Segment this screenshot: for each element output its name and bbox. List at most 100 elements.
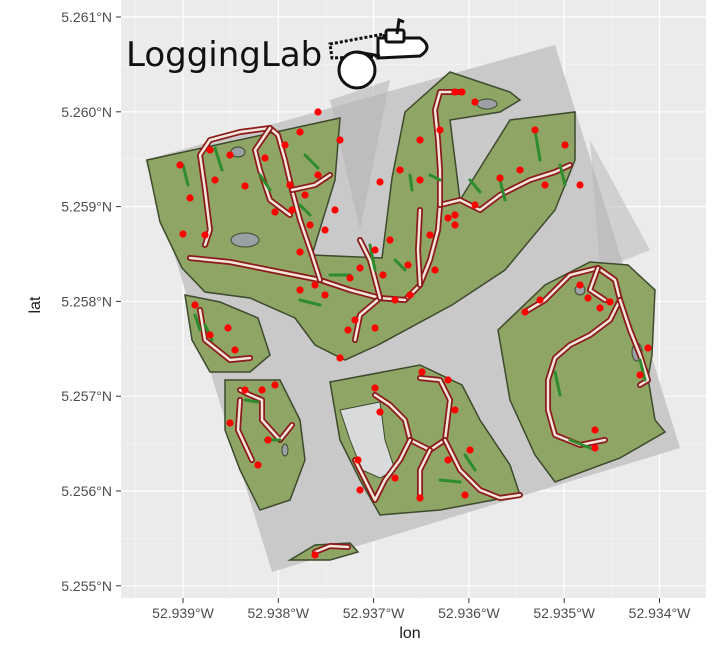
secondary-trail [181,163,190,187]
secondary-trail [408,173,414,192]
tree-marker [224,324,232,332]
tree-marker [426,231,434,239]
tree-marker [314,171,322,179]
tree-marker [536,296,544,304]
tree-marker [311,551,319,559]
tree-marker [451,211,459,219]
x-tick-label: 52.936°W [438,605,500,621]
tree-marker [396,166,404,174]
tree-marker [444,214,452,222]
tree-marker [356,486,364,494]
water-pond [230,232,260,248]
tree-marker [444,456,452,464]
tree-marker [591,426,599,434]
secondary-trail [498,178,507,202]
terrain-shade [590,140,650,270]
tree-marker [591,444,599,452]
tree-marker [431,266,439,274]
tree-marker [321,291,329,299]
tree-marker [404,261,412,269]
tree-marker [451,88,459,96]
forest-units [146,71,667,561]
tree-marker [451,221,459,229]
tree-marker [281,141,289,149]
tree-marker [271,381,279,389]
secondary-trail [468,178,482,194]
skid-trail-inner [416,208,422,287]
secondary-trail [558,163,567,187]
tree-marker [311,281,319,289]
secondary-trail [393,258,407,272]
tree-marker [406,291,414,299]
water-pond [281,443,289,457]
tree-marker [451,406,459,414]
tree-marker [471,201,479,209]
tree-marker [254,461,262,469]
tree-marker [176,161,184,169]
skid-trail-inner [418,448,432,497]
secondary-trail [638,358,647,382]
tree-marker [376,178,384,186]
axis-ticks: 52.939°W 52.938°W 52.937°W 52.936°W 52.935°W… [61,9,691,621]
tree-marker [436,126,444,134]
x-tick-label: 52.937°W [343,605,405,621]
skid-trail-inner [238,388,294,442]
tree-marker [371,384,379,392]
tree-marker [321,226,329,234]
tree-marker [391,474,399,482]
tree-marker [336,354,344,362]
tree-marker [296,286,304,294]
secondary-trail [533,128,542,162]
tree-marker [561,141,569,149]
tree-marker [351,316,359,324]
forest-unit-west [184,294,271,373]
secondary-trail [258,173,272,192]
tree-marker [416,136,424,144]
y-tick-label: 5.258°N [61,293,112,309]
tree-marker [354,456,362,464]
tree-marker [584,294,592,302]
tree-marker [191,301,199,309]
tree-marker [226,419,234,427]
tree-marker [211,176,219,184]
tree-marker [606,298,614,306]
skid-trail-inner [198,308,252,362]
secondary-trail [243,398,260,404]
tree-marker [444,376,452,384]
tree-marker [179,230,187,238]
x-tick-label: 52.934°W [629,605,691,621]
skid-trail-inner [253,126,292,217]
skid-trail-inner [523,266,622,447]
secondary-trail [553,370,562,397]
skid-trail-inner [433,90,462,207]
tree-marker [336,136,344,144]
tree-marker [226,151,234,159]
tree-marker [286,181,294,189]
tree-marker [206,331,214,339]
logo: LoggingLab [126,17,429,90]
x-tick-label: 52.939°W [152,605,214,621]
skid-trails [187,89,651,555]
skid-trail-inner [588,266,607,302]
tree-marker [371,324,379,332]
tree-marker [516,166,524,174]
y-tick-label: 5.256°N [61,483,112,499]
secondary-trail [428,173,442,182]
y-tick-label: 5.260°N [61,104,112,120]
tree-marker [636,371,644,379]
tree-marker [258,386,266,394]
skid-trail-inner [353,438,412,502]
tree-marker [458,88,466,96]
x-axis-title: lon [399,625,420,642]
skid-trail-inner [443,438,522,500]
tree-marker [531,126,539,134]
forest-unit-southwest [224,379,306,511]
tree-marker [296,128,304,136]
skid-trail-inner [236,398,254,462]
secondary-trail [463,453,477,472]
y-tick-label: 5.261°N [61,9,112,25]
terrain-shade [330,80,390,230]
tree-marker [314,108,322,116]
tree-marker [541,181,549,189]
